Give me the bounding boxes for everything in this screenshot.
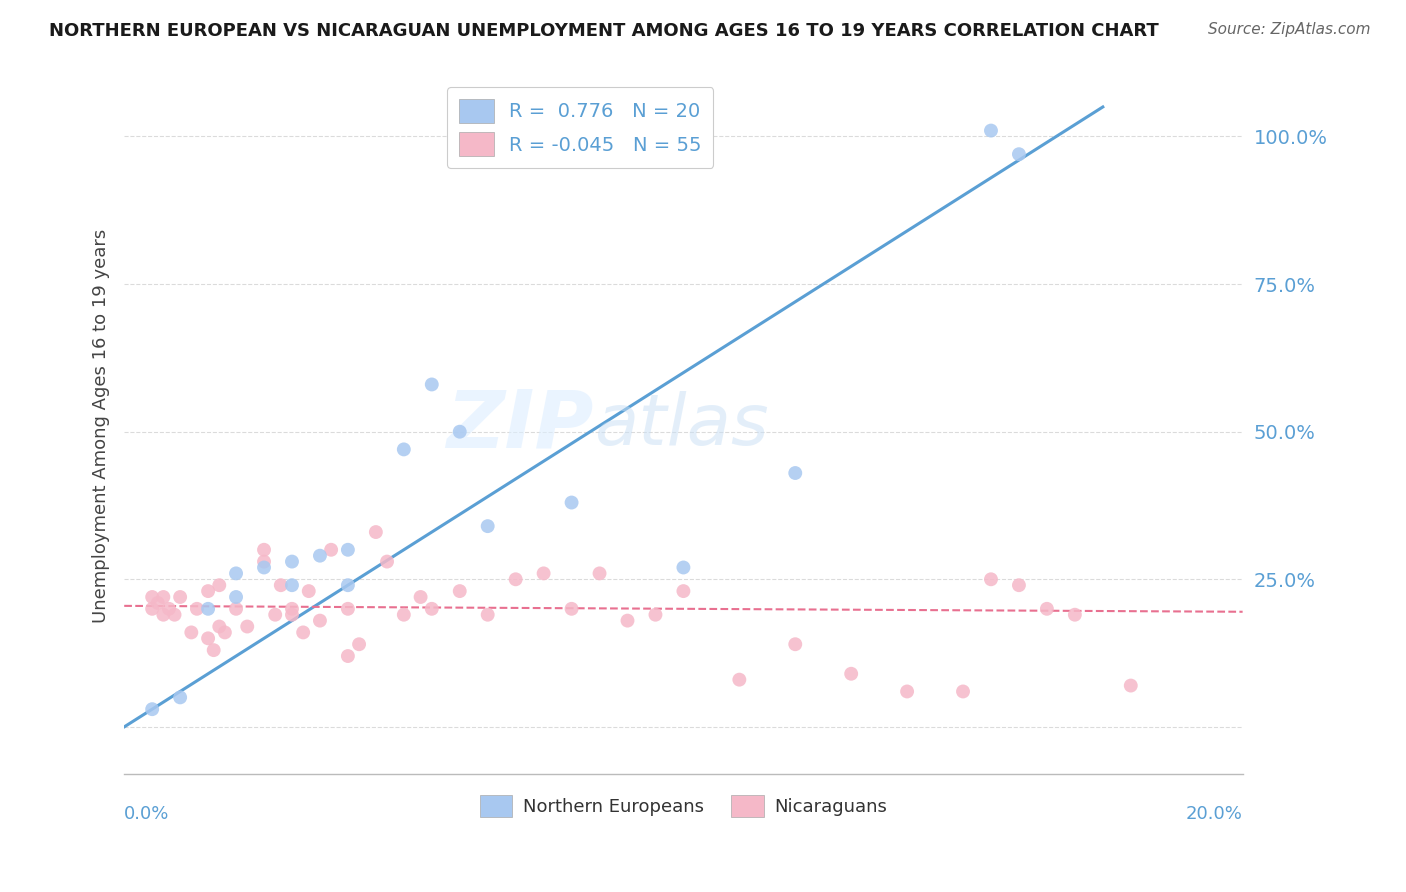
Point [214, 625, 236, 640]
Y-axis label: Unemployment Among Ages 16 to 19 years: Unemployment Among Ages 16 to 19 years [93, 228, 110, 623]
Point [336, 578, 359, 592]
Point [225, 566, 247, 581]
Text: NORTHERN EUROPEAN VS NICARAGUAN UNEMPLOYMENT AMONG AGES 16 TO 19 YEARS CORRELATI: NORTHERN EUROPEAN VS NICARAGUAN UNEMPLOY… [49, 22, 1159, 40]
Point [839, 666, 862, 681]
Point [270, 578, 292, 592]
Point [163, 607, 186, 622]
Point [253, 542, 276, 557]
Point [225, 590, 247, 604]
Point [309, 549, 332, 563]
Text: atlas: atlas [593, 392, 769, 460]
Point [477, 607, 499, 622]
Point [785, 466, 807, 480]
Point [533, 566, 555, 581]
Point [1063, 607, 1085, 622]
Point [309, 614, 332, 628]
Point [347, 637, 370, 651]
Point [236, 619, 259, 633]
Point [1008, 578, 1031, 592]
Point [146, 596, 169, 610]
Point [336, 542, 359, 557]
Point [208, 619, 231, 633]
Point [253, 555, 276, 569]
Point [186, 602, 208, 616]
Point [392, 607, 415, 622]
Point [152, 607, 174, 622]
Point [392, 442, 415, 457]
Point [197, 632, 219, 646]
Text: ZIP: ZIP [447, 387, 593, 465]
Point [292, 625, 315, 640]
Point [141, 590, 163, 604]
Point [157, 602, 180, 616]
Point [298, 584, 321, 599]
Point [449, 425, 471, 439]
Point [281, 607, 304, 622]
Text: 20.0%: 20.0% [1185, 805, 1243, 822]
Point [1036, 602, 1059, 616]
Point [321, 542, 343, 557]
Point [264, 607, 287, 622]
Point [728, 673, 751, 687]
Point [202, 643, 225, 657]
Point [561, 602, 583, 616]
Point [208, 578, 231, 592]
Point [169, 590, 191, 604]
Point [477, 519, 499, 533]
Point [896, 684, 918, 698]
Point [253, 560, 276, 574]
Point [141, 602, 163, 616]
Point [588, 566, 610, 581]
Point [336, 648, 359, 663]
Point [505, 572, 527, 586]
Point [336, 602, 359, 616]
Point [785, 637, 807, 651]
Point [364, 524, 387, 539]
Point [197, 584, 219, 599]
Point [980, 572, 1002, 586]
Point [672, 584, 695, 599]
Point [672, 560, 695, 574]
Point [980, 123, 1002, 137]
Point [375, 555, 398, 569]
Point [644, 607, 666, 622]
Point [616, 614, 638, 628]
Text: Source: ZipAtlas.com: Source: ZipAtlas.com [1208, 22, 1371, 37]
Point [180, 625, 202, 640]
Point [281, 555, 304, 569]
Point [449, 584, 471, 599]
Point [1008, 147, 1031, 161]
Point [420, 377, 443, 392]
Text: 0.0%: 0.0% [124, 805, 170, 822]
Point [561, 495, 583, 509]
Point [420, 602, 443, 616]
Point [197, 602, 219, 616]
Legend: Northern Europeans, Nicaraguans: Northern Europeans, Nicaraguans [472, 788, 894, 824]
Point [152, 590, 174, 604]
Point [281, 578, 304, 592]
Point [409, 590, 432, 604]
Point [141, 702, 163, 716]
Point [281, 602, 304, 616]
Point [1119, 679, 1142, 693]
Point [952, 684, 974, 698]
Point [169, 690, 191, 705]
Point [225, 602, 247, 616]
